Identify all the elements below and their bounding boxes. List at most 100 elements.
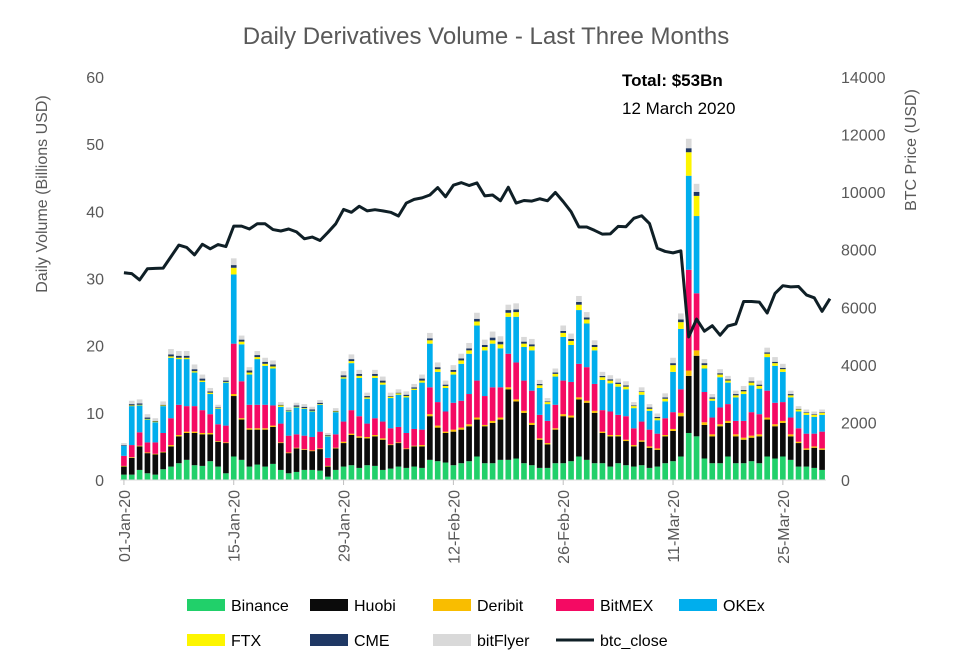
legend-label: FTX xyxy=(231,633,262,650)
bar-segment-bitflyer xyxy=(309,406,316,410)
bar-segment-huobi xyxy=(552,429,559,464)
bar-segment-bitmex xyxy=(207,414,214,433)
bar-segment-cme xyxy=(568,338,574,341)
bar-segment-cme xyxy=(128,404,135,406)
bar-segment-binance xyxy=(536,467,543,480)
bar-segment-bitflyer xyxy=(685,138,692,149)
bar-segment-cme xyxy=(740,390,747,392)
bar-segment-bitflyer xyxy=(513,303,519,310)
bar-segment-huobi xyxy=(670,430,676,462)
bar-segment-cme xyxy=(348,359,355,362)
bar-segment-ftx xyxy=(654,418,661,421)
bar-segment-bitmex xyxy=(654,433,661,449)
bar-segment-ftx xyxy=(230,267,237,275)
bar-segment-ftx xyxy=(591,347,598,351)
legend-item-cme: CME xyxy=(310,633,390,650)
bar-segment-cme xyxy=(183,355,190,358)
bar-segment-bitflyer xyxy=(740,385,747,390)
bar-segment-deribit xyxy=(128,457,135,458)
bar-segment-binance xyxy=(623,465,629,480)
bar-segment-binance xyxy=(230,456,237,480)
bar-segment-bitflyer xyxy=(576,295,582,302)
bar-segment-binance xyxy=(309,469,316,480)
bar-segment-okex xyxy=(819,414,825,432)
x-tick-label: 15-Jan-20 xyxy=(227,490,244,562)
bar-segment-okex xyxy=(442,387,449,412)
bar-segment-ftx xyxy=(560,332,567,337)
bar-segment-deribit xyxy=(803,448,810,450)
bar-segment-ftx xyxy=(670,365,676,372)
bar-segment-bitmex xyxy=(568,381,574,416)
bar-segment-bitmex xyxy=(732,420,739,435)
bar-segment-bitmex xyxy=(685,269,692,371)
bar-segment-okex xyxy=(372,377,378,419)
bar-segment-okex xyxy=(434,371,441,403)
bar-segment-ftx xyxy=(332,411,339,413)
bar-segment-huobi xyxy=(191,432,198,466)
bar-segment-binance xyxy=(395,466,402,480)
bar-segment-deribit xyxy=(183,431,190,433)
bar-segment-bitflyer xyxy=(168,349,174,355)
bar-segment-bitflyer xyxy=(701,359,708,364)
bar-segment-cme xyxy=(270,364,276,367)
bar-segment-huobi xyxy=(270,426,276,464)
bar-segment-deribit xyxy=(693,350,700,356)
legend-item-bitmex: BitMEX xyxy=(556,598,654,615)
bar-segment-huobi xyxy=(199,434,206,466)
bar-segment-bitmex xyxy=(474,380,480,418)
bar-segment-binance xyxy=(340,466,347,480)
bar-segment-deribit xyxy=(630,445,637,447)
bar-segment-huobi xyxy=(364,438,370,466)
bar-segment-ftx xyxy=(442,385,449,388)
bar-segment-bitflyer xyxy=(536,379,543,384)
bar-segment-bitmex xyxy=(419,429,425,446)
bar-segment-bitmex xyxy=(560,380,567,415)
bar-segment-okex xyxy=(670,371,676,413)
bar-segment-bitmex xyxy=(160,432,166,452)
bar-segment-binance xyxy=(207,461,214,480)
bar-segment-cme xyxy=(356,373,363,376)
y2-tick-label: 14000 xyxy=(841,70,886,87)
bar-segment-okex xyxy=(803,414,810,434)
bar-segment-cme xyxy=(638,391,645,393)
legend-swatch xyxy=(187,599,225,611)
bar-segment-deribit xyxy=(717,424,723,427)
bar-segment-cme xyxy=(160,404,166,406)
btc-close-line xyxy=(123,181,832,339)
bar-segment-binance xyxy=(505,459,512,480)
bar-segment-ftx xyxy=(372,375,378,378)
bar-segment-okex xyxy=(544,404,551,421)
bar-segment-deribit xyxy=(262,428,268,430)
bar-segment-cme xyxy=(787,394,794,396)
bar-segment-bitflyer xyxy=(230,258,237,266)
bar-segment-deribit xyxy=(246,428,253,430)
bar-segment-binance xyxy=(670,461,676,480)
bar-segment-cme xyxy=(325,435,331,436)
bars-group xyxy=(121,138,825,480)
bar-segment-cme xyxy=(583,317,590,320)
bar-segment-huobi xyxy=(434,427,441,462)
bar-segment-cme xyxy=(340,375,347,378)
bar-segment-okex xyxy=(748,385,755,413)
bar-segment-binance xyxy=(168,466,174,480)
bar-segment-ftx xyxy=(678,322,684,329)
y2-tick-label: 2000 xyxy=(841,415,877,432)
bar-segment-ftx xyxy=(387,396,394,399)
bar-segment-ftx xyxy=(693,195,700,217)
bar-segment-bitflyer xyxy=(583,312,590,318)
bar-segment-bitflyer xyxy=(709,394,716,398)
bar-segment-cme xyxy=(717,373,723,375)
bar-segment-bitmex xyxy=(458,400,465,428)
bar-segment-bitflyer xyxy=(442,380,449,385)
bar-segment-deribit xyxy=(513,399,519,402)
bar-segment-okex xyxy=(277,406,284,424)
bar-segment-binance xyxy=(246,466,253,480)
bar-segment-deribit xyxy=(740,437,747,440)
bar-segment-bitflyer xyxy=(764,347,770,353)
bar-segment-cme xyxy=(293,405,300,407)
bar-segment-huobi xyxy=(128,457,135,475)
bar-segment-cme xyxy=(678,319,684,323)
bar-segment-binance xyxy=(654,466,661,480)
bar-segment-bitflyer xyxy=(270,360,276,365)
bar-segment-bitflyer xyxy=(254,351,261,356)
